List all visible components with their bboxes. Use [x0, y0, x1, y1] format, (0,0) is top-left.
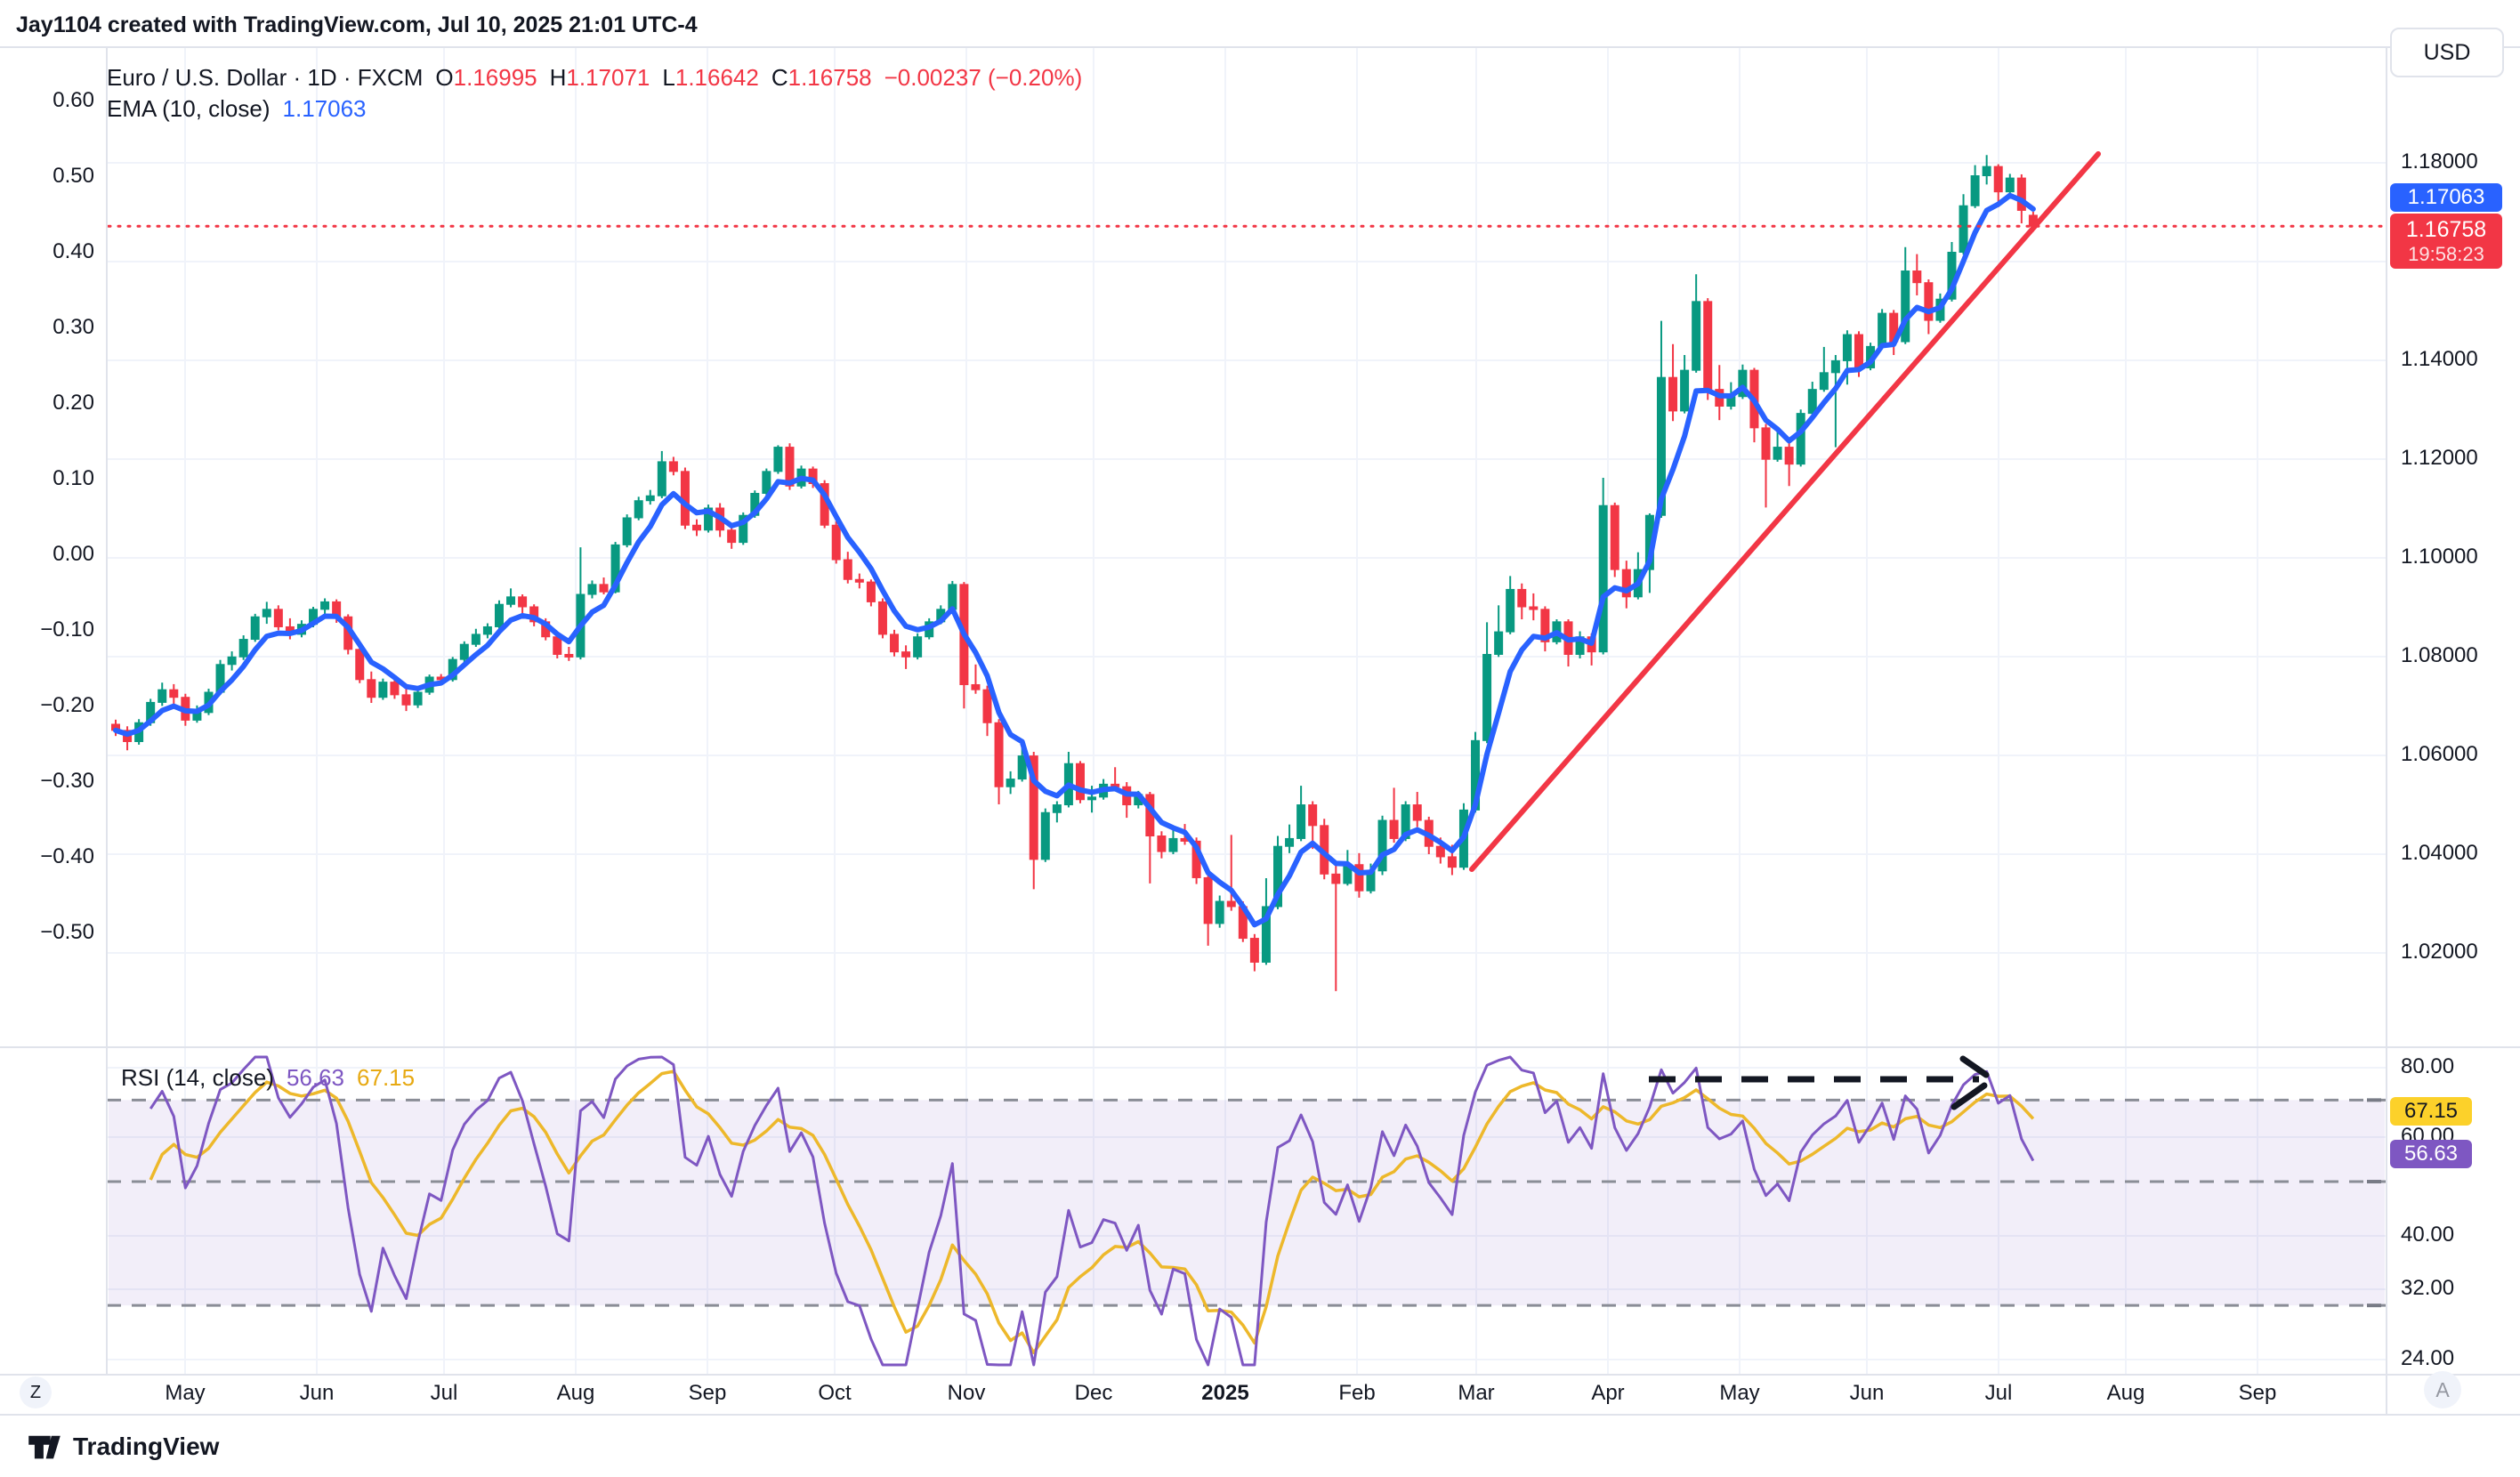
tradingview-logo[interactable]: TradingView	[27, 1429, 219, 1465]
left-label: −0.30	[40, 769, 94, 793]
left-label: −0.20	[40, 693, 94, 717]
rsi-value-badge: 56.63	[2390, 1140, 2472, 1168]
time-label: Nov	[947, 1381, 986, 1405]
rsi-label: 80.00	[2401, 1054, 2455, 1078]
price-label: 1.02000	[2401, 940, 2478, 964]
rsi-ma-value: 67.15	[357, 1064, 416, 1091]
symbol-name: Euro / U.S. Dollar · 1D · FXCM	[107, 64, 424, 91]
time-label: Sep	[688, 1381, 727, 1405]
time-label: Mar	[1458, 1381, 1495, 1405]
time-label: Jun	[1849, 1381, 1885, 1405]
left-label: 0.40	[52, 239, 94, 263]
time-label: Jun	[299, 1381, 335, 1405]
rsi-legend[interactable]: RSI (14, close) 56.63 67.15	[121, 1064, 415, 1092]
left-label: 0.60	[52, 88, 94, 112]
time-label: Oct	[818, 1381, 852, 1405]
rsi-label: 40.00	[2401, 1223, 2455, 1247]
ohlc-low: L 1.16642	[662, 64, 759, 91]
time-label: Jul	[430, 1381, 458, 1405]
currency-toggle-button[interactable]: USD	[2390, 28, 2504, 77]
rsi-label: 32.00	[2401, 1276, 2455, 1300]
page-title: Jay1104 created with TradingView.com, Ju…	[16, 12, 698, 37]
left-label: 0.20	[52, 391, 94, 415]
timezone-button[interactable]: Z	[20, 1376, 52, 1408]
left-label: 0.10	[52, 466, 94, 490]
rsi-ma-badge: 67.15	[2390, 1097, 2472, 1126]
ema-price-badge: 1.17063	[2390, 183, 2502, 212]
time-label: 2025	[1201, 1381, 1249, 1405]
rsi-label: 24.00	[2401, 1346, 2455, 1370]
ema-value: 1.17063	[282, 95, 367, 122]
price-change: −0.00237 (−0.20%)	[884, 64, 1083, 91]
left-label: 0.00	[52, 542, 94, 566]
price-label: 1.08000	[2401, 643, 2478, 667]
time-label: Aug	[2106, 1381, 2145, 1405]
ohlc-open: O 1.16995	[435, 64, 537, 91]
price-label: 1.12000	[2401, 446, 2478, 470]
time-label: Dec	[1074, 1381, 1113, 1405]
time-label: Jul	[1984, 1381, 2013, 1405]
time-label: Sep	[2238, 1381, 2277, 1405]
time-label: Apr	[1591, 1381, 1625, 1405]
price-label: 1.06000	[2401, 742, 2478, 766]
left-label: −0.40	[40, 844, 94, 868]
price-label: 1.10000	[2401, 545, 2478, 569]
ohlc-close: C 1.16758	[771, 64, 872, 91]
ohlc-high: H 1.17071	[549, 64, 650, 91]
time-label: May	[165, 1381, 206, 1405]
rsi-value: 56.63	[286, 1064, 345, 1091]
bar-countdown: 19:58:23	[2408, 242, 2484, 265]
time-label: May	[1719, 1381, 1760, 1405]
price-label: 1.04000	[2401, 841, 2478, 865]
price-label: 1.18000	[2401, 149, 2478, 174]
price-label: 1.14000	[2401, 347, 2478, 371]
last-price-badge: 1.16758 19:58:23	[2390, 214, 2502, 269]
auto-scale-button[interactable]: A	[2424, 1371, 2461, 1408]
left-label: −0.50	[40, 920, 94, 944]
time-label: Feb	[1338, 1381, 1376, 1405]
rsi-label: RSI (14, close)	[121, 1064, 274, 1091]
tradingview-logo-icon	[28, 1435, 61, 1459]
tradingview-logo-text: TradingView	[73, 1433, 220, 1460]
left-label: −0.10	[40, 617, 94, 642]
ema-label: EMA (10, close)	[107, 95, 271, 122]
ema-legend[interactable]: EMA (10, close) 1.17063	[107, 95, 367, 123]
left-label: 0.50	[52, 164, 94, 188]
left-label: 0.30	[52, 315, 94, 339]
time-label: Aug	[556, 1381, 595, 1405]
symbol-legend[interactable]: Euro / U.S. Dollar · 1D · FXCM O 1.16995 …	[107, 64, 1082, 92]
